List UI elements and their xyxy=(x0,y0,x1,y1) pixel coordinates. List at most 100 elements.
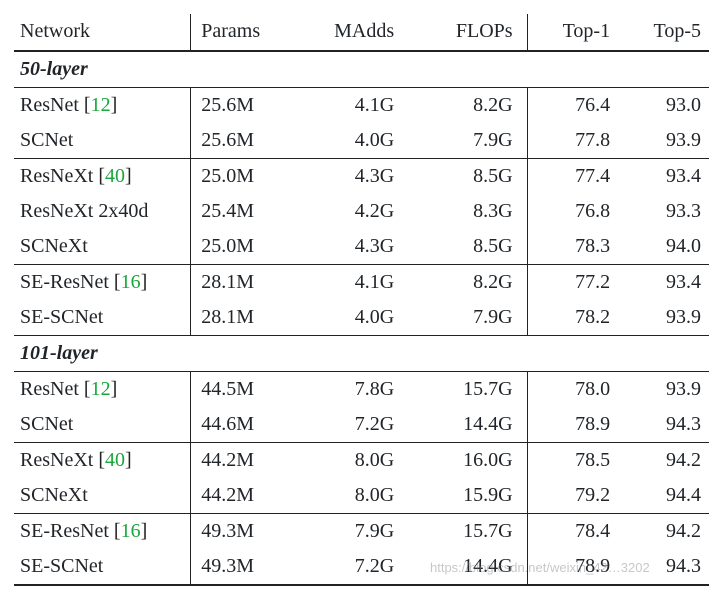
cell-params: 49.3M xyxy=(191,549,300,585)
cell-network: SE-SCNet xyxy=(14,549,191,585)
cell-top5: 93.0 xyxy=(626,88,709,124)
cell-params: 25.6M xyxy=(191,88,300,124)
table-row: ResNeXt [40]44.2M8.0G16.0G78.594.2 xyxy=(14,443,709,479)
network-name: ResNeXt 2x40d xyxy=(20,200,148,222)
citation-ref[interactable]: 12 xyxy=(91,94,111,116)
cell-top1: 79.2 xyxy=(527,478,626,514)
cell-top5: 93.3 xyxy=(626,194,709,229)
cell-top1: 76.8 xyxy=(527,194,626,229)
network-name: ResNet xyxy=(20,378,79,400)
cell-madds: 4.0G xyxy=(300,123,419,159)
cell-params: 49.3M xyxy=(191,514,300,550)
section-title: 101-layer xyxy=(14,336,709,372)
cell-flops: 7.9G xyxy=(418,300,527,336)
cell-params: 44.6M xyxy=(191,407,300,443)
table-row: SCNeXt44.2M8.0G15.9G79.294.4 xyxy=(14,478,709,514)
col-madds: MAdds xyxy=(300,14,419,51)
cell-params: 44.2M xyxy=(191,443,300,479)
cell-flops: 8.2G xyxy=(418,265,527,301)
citation-ref[interactable]: 16 xyxy=(121,520,141,542)
cell-top1: 78.9 xyxy=(527,407,626,443)
cell-flops: 15.9G xyxy=(418,478,527,514)
cell-network: ResNeXt [40] xyxy=(14,443,191,479)
table-row: SE-ResNet [16]49.3M7.9G15.7G78.494.2 xyxy=(14,514,709,550)
cell-top5: 93.4 xyxy=(626,265,709,301)
cell-top5: 94.3 xyxy=(626,549,709,585)
cell-network: ResNet [12] xyxy=(14,372,191,408)
citation-ref[interactable]: 40 xyxy=(105,449,125,471)
cell-top5: 93.9 xyxy=(626,300,709,336)
table-row: SE-SCNet 49.3M7.2G14.4G78.994.3 xyxy=(14,549,709,585)
cell-flops: 7.9G xyxy=(418,123,527,159)
cell-madds: 7.2G xyxy=(300,549,419,585)
cell-network: ResNet [12] xyxy=(14,88,191,124)
cell-top1: 78.3 xyxy=(527,229,626,265)
cell-top1: 78.9 xyxy=(527,549,626,585)
cell-top5: 94.4 xyxy=(626,478,709,514)
cell-flops: 15.7G xyxy=(418,514,527,550)
citation-ref[interactable]: 12 xyxy=(91,378,111,400)
cell-params: 44.5M xyxy=(191,372,300,408)
cell-top1: 77.4 xyxy=(527,159,626,195)
cell-top1: 77.2 xyxy=(527,265,626,301)
citation-ref[interactable]: 16 xyxy=(121,271,141,293)
col-flops: FLOPs xyxy=(418,14,527,51)
cell-top5: 94.2 xyxy=(626,443,709,479)
results-table: Network Params MAdds FLOPs Top-1 Top-5 5… xyxy=(14,14,709,586)
network-name: ResNeXt xyxy=(20,165,93,187)
cell-params: 25.4M xyxy=(191,194,300,229)
cell-madds: 7.9G xyxy=(300,514,419,550)
cell-params: 25.6M xyxy=(191,123,300,159)
cell-params: 25.0M xyxy=(191,159,300,195)
cell-flops: 8.5G xyxy=(418,229,527,265)
cell-top1: 78.5 xyxy=(527,443,626,479)
cell-flops: 16.0G xyxy=(418,443,527,479)
section-title: 50-layer xyxy=(14,51,709,88)
cell-top1: 78.2 xyxy=(527,300,626,336)
table-row: ResNeXt 2x40d 25.4M4.2G8.3G76.893.3 xyxy=(14,194,709,229)
table-row: SCNeXt25.0M4.3G8.5G78.394.0 xyxy=(14,229,709,265)
cell-madds: 7.8G xyxy=(300,372,419,408)
cell-top1: 78.0 xyxy=(527,372,626,408)
cell-network: SE-ResNet [16] xyxy=(14,265,191,301)
table-body: 50-layerResNet [12]25.6M4.1G8.2G76.493.0… xyxy=(14,51,709,585)
cell-params: 28.1M xyxy=(191,265,300,301)
citation-ref[interactable]: 40 xyxy=(105,165,125,187)
table-row: ResNet [12]44.5M7.8G15.7G78.093.9 xyxy=(14,372,709,408)
col-network: Network xyxy=(14,14,191,51)
cell-flops: 14.4G xyxy=(418,407,527,443)
table-header: Network Params MAdds FLOPs Top-1 Top-5 xyxy=(14,14,709,51)
table-row: SCNet44.6M7.2G14.4G78.994.3 xyxy=(14,407,709,443)
cell-params: 28.1M xyxy=(191,300,300,336)
cell-madds: 4.1G xyxy=(300,265,419,301)
table-row: ResNeXt [40]25.0M4.3G8.5G77.493.4 xyxy=(14,159,709,195)
cell-network: ResNeXt [40] xyxy=(14,159,191,195)
network-name: SCNeXt xyxy=(20,484,88,506)
table-row: SE-ResNet [16]28.1M4.1G8.2G77.293.4 xyxy=(14,265,709,301)
network-name: SE-SCNet xyxy=(20,555,103,577)
network-name: SCNeXt xyxy=(20,235,88,257)
table-row: SCNet25.6M4.0G7.9G77.893.9 xyxy=(14,123,709,159)
section-header: 101-layer xyxy=(14,336,709,372)
col-params: Params xyxy=(191,14,300,51)
cell-top5: 93.9 xyxy=(626,123,709,159)
cell-madds: 4.0G xyxy=(300,300,419,336)
cell-top5: 94.2 xyxy=(626,514,709,550)
cell-top1: 77.8 xyxy=(527,123,626,159)
cell-network: SCNeXt xyxy=(14,229,191,265)
cell-network: SCNet xyxy=(14,123,191,159)
cell-flops: 8.2G xyxy=(418,88,527,124)
cell-flops: 14.4G xyxy=(418,549,527,585)
cell-madds: 4.3G xyxy=(300,229,419,265)
cell-madds: 4.3G xyxy=(300,159,419,195)
cell-network: SCNet xyxy=(14,407,191,443)
cell-top1: 78.4 xyxy=(527,514,626,550)
network-name: SE-SCNet xyxy=(20,306,103,328)
cell-network: ResNeXt 2x40d xyxy=(14,194,191,229)
network-name: SCNet xyxy=(20,413,73,435)
section-header: 50-layer xyxy=(14,51,709,88)
cell-network: SCNeXt xyxy=(14,478,191,514)
cell-flops: 8.3G xyxy=(418,194,527,229)
cell-madds: 8.0G xyxy=(300,478,419,514)
cell-madds: 4.2G xyxy=(300,194,419,229)
